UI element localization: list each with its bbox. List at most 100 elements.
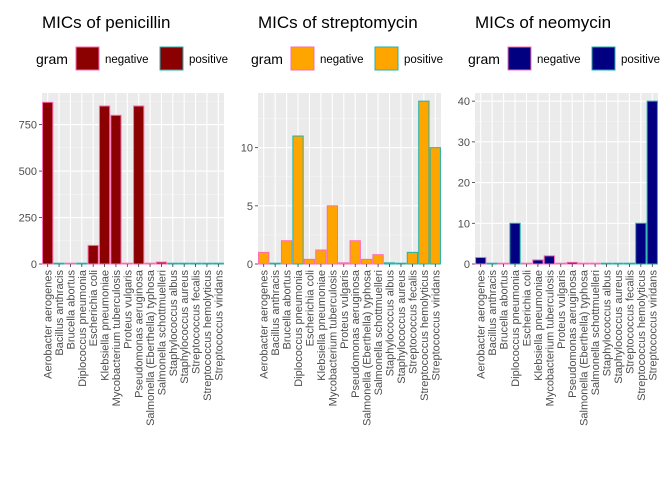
bar	[589, 262, 601, 265]
y-tick-label: 0	[31, 259, 37, 271]
bar	[509, 222, 521, 265]
x-tick-label: Aerobacter aerogenes	[43, 270, 55, 379]
legend-key-negative	[290, 46, 315, 71]
legend-label-negative: negative	[537, 54, 580, 66]
bar	[292, 135, 304, 265]
bar	[395, 262, 407, 265]
legend-title: gram	[36, 51, 68, 67]
bar	[646, 100, 658, 265]
y-tick-label: 500	[19, 166, 37, 178]
bar	[167, 262, 179, 265]
bar	[144, 262, 156, 265]
y-tick-label: 40	[458, 96, 470, 108]
x-tick-label: Streptococcus hemolyticus	[636, 270, 648, 401]
x-tick-label: Proteus vulgaris	[122, 270, 134, 349]
bar	[303, 258, 316, 265]
y-tick-label: 250	[19, 213, 37, 225]
x-tick-label: Escherichia coli	[304, 270, 316, 346]
x-tick-label: Streptococcus fecalis	[191, 270, 203, 374]
chart-title: MICs of streptomycin	[258, 13, 418, 32]
bar	[189, 262, 202, 265]
bar	[155, 261, 168, 265]
x-tick-label: Salmonella schottmuelleri	[590, 270, 602, 395]
bar	[612, 262, 624, 265]
plot-panel	[258, 93, 441, 264]
x-tick-label: Salmonella schottmuelleri	[373, 270, 385, 395]
bar	[383, 262, 396, 265]
chart-3: MICs of neomycin gram negative positive 0 10 2…	[458, 13, 660, 426]
y-tick-label: 5	[247, 201, 253, 213]
legend-key-negative	[75, 46, 100, 71]
x-tick-label: Staphylococcus albus	[168, 270, 180, 377]
x-tick-label: Escherichia coli	[521, 270, 533, 346]
x-tick-label: Mycobacterium tuberculosis	[327, 270, 339, 407]
bar	[361, 258, 373, 265]
bar	[269, 262, 281, 265]
x-tick-label: Aerobacter aerogenes	[476, 270, 488, 379]
bar	[258, 251, 270, 265]
bar	[475, 256, 487, 265]
x-tick-label: Proteus vulgaris	[556, 270, 568, 349]
chart-2: MICs of streptomycin gram negative positive…	[241, 13, 443, 426]
x-tick-label: Brucella abortus	[65, 270, 77, 350]
legend: gram negative positive	[36, 46, 228, 71]
x-tick-label: Klebsiella pneumoniae	[533, 270, 545, 381]
legend-key-positive	[374, 46, 399, 71]
bar	[315, 249, 327, 265]
bar	[121, 262, 133, 265]
x-tick-label: Streptococcus hemolyticus	[419, 270, 431, 401]
x-tick-label: Streptococcus hemolyticus	[202, 270, 214, 401]
bar	[623, 262, 636, 265]
x-tick-label: Mycobacterium tuberculosis	[544, 270, 556, 407]
x-tick-label: Streptococcus viridans	[430, 270, 442, 381]
legend-title: gram	[251, 51, 283, 67]
legend-key-positive	[159, 46, 184, 71]
bar	[578, 262, 590, 265]
x-tick-label: Bacillus anthracis	[487, 270, 499, 356]
legend: gram negative positive	[251, 46, 443, 71]
x-tick-label: Salmonella (Eberthella) typhosa	[362, 269, 374, 426]
legend-label-positive: positive	[621, 54, 660, 66]
bar	[338, 262, 350, 265]
legend-label-negative: negative	[320, 54, 363, 66]
x-tick-label: Proteus vulgaris	[339, 270, 351, 349]
x-tick-label: Salmonella schottmuelleri	[156, 270, 168, 395]
legend-label-positive: positive	[189, 54, 228, 66]
y-tick-label: 30	[458, 137, 470, 149]
x-tick-label: Staphylococcus albus	[385, 270, 397, 377]
x-tick-label: Salmonella (Eberthella) typhosa	[145, 269, 157, 426]
bar	[429, 147, 441, 265]
x-tick-label: Pseudomonas aeruginosa	[350, 269, 362, 398]
x-tick-label: Brucella abortus	[282, 270, 294, 350]
y-tick-label: 10	[241, 143, 253, 155]
y-tick-label: 0	[247, 259, 253, 271]
bar	[372, 254, 384, 265]
x-tick-label: Klebsiella pneumoniae	[316, 270, 328, 381]
x-tick-label: Diplococcus pneumonia	[77, 269, 89, 387]
bar	[42, 101, 54, 265]
chart-1: MICs of penicillin gram negative positive 0 2…	[19, 13, 228, 426]
bar	[64, 262, 77, 265]
bar	[418, 100, 430, 265]
legend-key-positive	[591, 46, 616, 71]
bar	[566, 261, 578, 265]
chart-title: MICs of neomycin	[475, 13, 611, 32]
plot-panel	[475, 93, 658, 264]
bar	[635, 222, 647, 265]
x-tick-label: Staphylococcus aureus	[179, 270, 191, 384]
x-tick-label: Salmonella (Eberthella) typhosa	[579, 269, 591, 426]
legend-title: gram	[468, 51, 500, 67]
x-tick-label: Staphylococcus aureus	[396, 270, 408, 384]
x-tick-label: Diplococcus pneumonia	[293, 269, 305, 387]
bar	[133, 105, 145, 265]
legend-label-negative: negative	[105, 54, 148, 66]
bar	[110, 114, 122, 265]
bar	[87, 244, 99, 265]
bar	[543, 255, 555, 265]
bar	[520, 262, 533, 265]
x-tick-label: Streptococcus fecalis	[624, 270, 636, 374]
bar	[201, 262, 213, 265]
x-tick-label: Streptococcus fecalis	[407, 270, 419, 374]
bar	[178, 262, 190, 265]
